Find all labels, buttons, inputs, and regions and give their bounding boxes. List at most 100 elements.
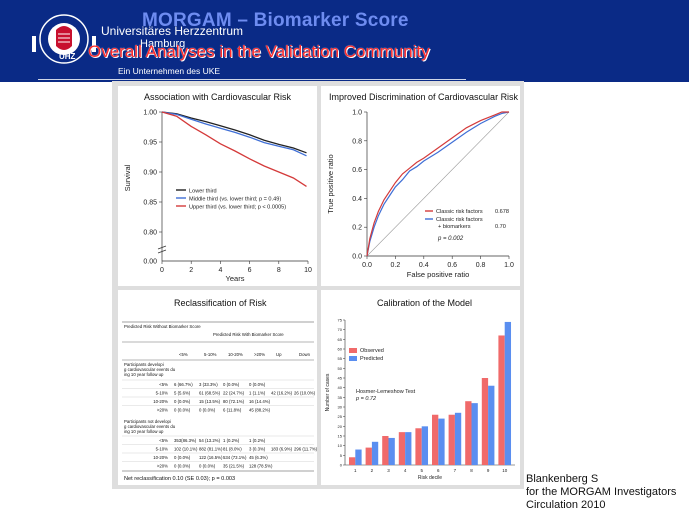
y-tick-label: 30 bbox=[338, 405, 343, 410]
observed-bar-3 bbox=[382, 436, 389, 465]
y-tick-label: 65 bbox=[338, 337, 343, 342]
logo-right-bar bbox=[92, 36, 96, 52]
table-cell: 534 (73.1%) bbox=[223, 455, 247, 460]
legend-value: 0.70 bbox=[495, 224, 506, 230]
y-tick-label: 5 bbox=[340, 453, 343, 458]
logo-city: Hamburg bbox=[140, 38, 186, 50]
logo-left-bar bbox=[32, 36, 36, 52]
observed-bar-6 bbox=[432, 414, 439, 465]
survival-line-2 bbox=[161, 111, 307, 157]
x-tick-label: 1 bbox=[354, 468, 357, 473]
calibration-title: Calibration of the Model bbox=[377, 298, 473, 308]
predicted-bar-1 bbox=[355, 449, 362, 465]
table-cell: 3 (33.3%) bbox=[199, 382, 218, 387]
y-tick-label: 75 bbox=[338, 318, 343, 323]
section-header: ing 10 year follow up bbox=[124, 372, 164, 377]
legend-swatch bbox=[349, 356, 357, 361]
legend-label: Middle third (vs. lower third; p = 0.49) bbox=[189, 196, 281, 202]
y-tick-label: 1.00 bbox=[143, 110, 157, 117]
y-tick-label: 0.2 bbox=[352, 225, 362, 232]
survival-line-1 bbox=[161, 111, 307, 154]
citation-journal: Circulation 2010 bbox=[526, 499, 606, 511]
table-cell: 0 (0.0%) bbox=[249, 382, 266, 387]
x-tick-label: 5 bbox=[420, 468, 423, 473]
calibration-panel: Calibration of the Model 0 5 10 15 20 25 30 35 4… bbox=[321, 290, 520, 485]
y-tick-label: 0.0 bbox=[352, 254, 362, 261]
y-tick-label: 60 bbox=[338, 347, 343, 352]
slide-subtitle: Overall Analyses in the Validation Commu… bbox=[88, 42, 430, 61]
predicted-bar-5 bbox=[421, 426, 429, 465]
y-tick-label: 0.00 bbox=[143, 259, 157, 266]
table-cell: 0 (0.0%) bbox=[199, 408, 216, 413]
x-axis-label: Risk decile bbox=[418, 475, 442, 481]
x-tick-label: 0.0 bbox=[362, 262, 372, 269]
logo-name: Universitäres Herzzentrum bbox=[101, 24, 244, 38]
x-tick-label: 10 bbox=[304, 267, 312, 274]
table-cell: 10-20% bbox=[153, 455, 168, 460]
table-cell: 1 (0.2%) bbox=[249, 438, 266, 443]
table-cell: 80 (72.1%) bbox=[223, 399, 245, 404]
predicted-bar-8 bbox=[471, 403, 478, 465]
column-header: 5-10% bbox=[204, 352, 217, 357]
observed-bar-1 bbox=[349, 457, 356, 465]
citation-author: Blankenberg S bbox=[526, 473, 599, 485]
x-tick-label: 4 bbox=[218, 267, 222, 274]
observed-bar-7 bbox=[448, 414, 455, 465]
observed-bar-9 bbox=[481, 378, 489, 465]
table-cell: 0 (0.0%) bbox=[174, 455, 191, 460]
column-header: >20% bbox=[254, 352, 265, 357]
table-cell: 1 (0.2%) bbox=[223, 438, 240, 443]
section-header: ing 10 year follow up bbox=[124, 429, 164, 434]
annotation-pvalue: p = 0.72 bbox=[355, 396, 376, 402]
x-tick-label: 10 bbox=[502, 468, 508, 473]
x-tick-label: 7 bbox=[454, 468, 457, 473]
table-cell: 0 (0.0%) bbox=[223, 382, 240, 387]
y-tick-label: 15 bbox=[338, 434, 343, 439]
logo-abbrev: UHZ bbox=[59, 52, 76, 61]
table-cell: 10-20% bbox=[153, 399, 168, 404]
table-cell: 6 (11.8%) bbox=[223, 408, 242, 413]
reclass-panel: Reclassification of Risk Predicted Risk … bbox=[118, 290, 317, 485]
slide-header: UHZ Universitäres Herzzentrum Hamburg Ei… bbox=[0, 0, 689, 82]
table-cell: >20% bbox=[157, 464, 168, 469]
y-tick-label: 0.8 bbox=[352, 138, 362, 145]
y-tick-label: 0.80 bbox=[143, 230, 157, 237]
citation-group: for the MORGAM Investigators bbox=[526, 486, 677, 498]
table-cell: 42 (16.2%) bbox=[271, 391, 293, 396]
column-header: <5% bbox=[179, 352, 188, 357]
table-cell: 5-10% bbox=[156, 447, 169, 452]
section-header: g cardiovascular events du bbox=[124, 367, 176, 372]
table-cell: 35 (21.5%) bbox=[223, 464, 245, 469]
predicted-bar-3 bbox=[388, 437, 395, 465]
observed-bar-4 bbox=[398, 432, 406, 465]
predicted-bar-2 bbox=[371, 441, 379, 465]
table-cell: 16 (14.4%) bbox=[249, 399, 271, 404]
section-header: g cardiovascular events du bbox=[124, 424, 176, 429]
legend-value: 0.678 bbox=[495, 209, 509, 215]
y-tick-label: 0.95 bbox=[143, 140, 157, 147]
table-cell: 15 (13.5%) bbox=[199, 399, 221, 404]
y-tick-label: 0.85 bbox=[143, 200, 157, 207]
survival-title: Association with Cardiovascular Risk bbox=[144, 92, 292, 102]
table-cell: 45 (6.3%) bbox=[249, 455, 268, 460]
y-axis-label: Survival bbox=[123, 164, 132, 191]
column-header: Up bbox=[276, 352, 282, 357]
x-tick-label: 2 bbox=[371, 468, 374, 473]
table-cell: <5% bbox=[159, 438, 168, 443]
table-cell: 22 (24.7%) bbox=[223, 391, 245, 396]
x-tick-label: 8 bbox=[277, 267, 281, 274]
table-cell: 0 (0.0%) bbox=[199, 464, 216, 469]
predicted-bar-7 bbox=[454, 412, 462, 465]
observed-bar-10 bbox=[498, 335, 505, 465]
x-tick-label: 2 bbox=[189, 267, 193, 274]
group-header: Predicted Risk With Biomarker Score bbox=[213, 332, 284, 337]
reclass-table: Predicted Risk Without Biomarker Score Pr… bbox=[122, 321, 317, 482]
y-tick-label: 10 bbox=[338, 443, 343, 448]
table-cell: 128 (78.5%) bbox=[249, 464, 273, 469]
table-cell: 61 (68.5%) bbox=[199, 391, 221, 396]
x-tick-label: 0.2 bbox=[391, 262, 401, 269]
annotation: Hosmer-Lemeshow Test bbox=[356, 389, 416, 395]
predicted-bar-6 bbox=[438, 418, 445, 465]
x-tick-label: 6 bbox=[248, 267, 252, 274]
